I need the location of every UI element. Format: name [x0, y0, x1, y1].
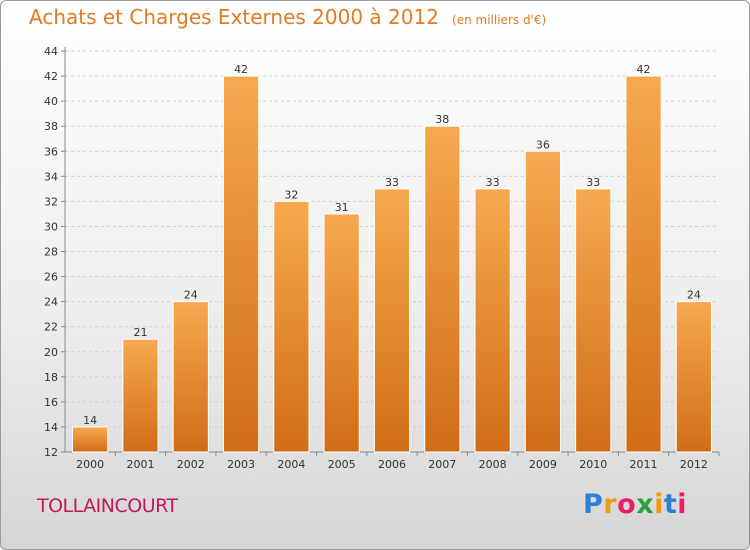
- y-tick-label: 38: [44, 120, 58, 133]
- y-tick-label: 14: [44, 421, 58, 434]
- bar: [122, 338, 159, 453]
- x-tick-label: 2009: [529, 458, 557, 471]
- bar-value-label: 33: [586, 176, 600, 189]
- proxiti-logo: Proxiti: [583, 489, 687, 520]
- bar: [575, 188, 612, 453]
- x-tick-label: 2010: [579, 458, 607, 471]
- bar-value-label: 21: [133, 326, 147, 339]
- y-tick-label: 40: [44, 95, 58, 108]
- x-tick-label: 2002: [177, 458, 205, 471]
- bar-value-label: 24: [687, 289, 701, 302]
- y-tick-label: 36: [44, 145, 58, 158]
- y-axis-ticks: 12 14 16 18 20 22 24 26 28 30 32 34 36 38 40 42 44: [44, 45, 65, 459]
- y-tick-label: 18: [44, 371, 58, 384]
- logo-letter: o: [617, 489, 637, 520]
- bar: [524, 150, 562, 453]
- bar-value-label: 38: [435, 113, 449, 126]
- bar: [675, 301, 712, 453]
- bar: [273, 200, 310, 453]
- x-tick-label: 2011: [630, 458, 658, 471]
- y-tick-label: 26: [44, 271, 58, 284]
- chart-title: Achats et Charges Externes 2000 à 2012 (…: [29, 5, 546, 29]
- bar-value-label: 33: [385, 176, 399, 189]
- y-tick-label: 30: [44, 220, 58, 233]
- x-axis-ticks: 2000 2001 2002 2003 2004 2005 2006 2007 2008 2009…: [76, 452, 720, 471]
- x-tick-label: 2004: [277, 458, 305, 471]
- x-tick-label: 2003: [227, 458, 255, 471]
- bar: [373, 188, 411, 453]
- bar: [72, 426, 109, 453]
- bar-value-label: 33: [486, 176, 500, 189]
- x-tick-label: 2001: [126, 458, 154, 471]
- city-name: TOLLAINCOURT: [37, 495, 178, 517]
- bar-value-label: 14: [83, 414, 97, 427]
- x-tick-label: 2012: [680, 458, 708, 471]
- y-tick-label: 12: [44, 446, 58, 459]
- logo-letter: P: [583, 489, 604, 520]
- x-tick-label: 2007: [428, 458, 456, 471]
- logo-letter: i: [654, 489, 664, 520]
- y-tick-label: 44: [44, 45, 58, 58]
- chart-title-text: Achats et Charges Externes 2000 à 2012: [29, 5, 439, 29]
- x-tick-label: 2005: [328, 458, 356, 471]
- logo-letter: r: [603, 489, 618, 520]
- bar: [323, 213, 360, 453]
- bar: [222, 75, 260, 453]
- bar-value-label: 42: [637, 63, 651, 76]
- bar: [625, 75, 662, 453]
- y-tick-label: 24: [44, 296, 58, 309]
- bar-value-label: 32: [284, 188, 298, 201]
- x-tick-label: 2006: [378, 458, 406, 471]
- bar: [424, 125, 461, 453]
- y-tick-label: 16: [44, 396, 58, 409]
- chart-unit: (en milliers d'€): [452, 13, 547, 27]
- bar-value-label: 36: [536, 138, 550, 151]
- bar-value-label: 42: [234, 63, 248, 76]
- y-tick-label: 34: [44, 170, 58, 183]
- bar: [172, 301, 209, 453]
- y-tick-label: 42: [44, 70, 58, 83]
- y-tick-label: 22: [44, 321, 58, 334]
- bars: 14 21 24 42 32 31 33 38 33 36 33 42 24: [72, 63, 712, 453]
- bar-value-label: 31: [335, 201, 349, 214]
- y-tick-label: 20: [44, 346, 58, 359]
- x-tick-label: 2000: [76, 458, 104, 471]
- bar-value-label: 24: [184, 289, 198, 302]
- logo-letter: i: [677, 489, 688, 520]
- y-tick-label: 28: [44, 246, 58, 259]
- logo-letter: t: [663, 489, 678, 520]
- logo-letter: x: [636, 489, 655, 520]
- x-tick-label: 2008: [479, 458, 507, 471]
- bar: [474, 188, 511, 453]
- y-tick-label: 32: [44, 195, 58, 208]
